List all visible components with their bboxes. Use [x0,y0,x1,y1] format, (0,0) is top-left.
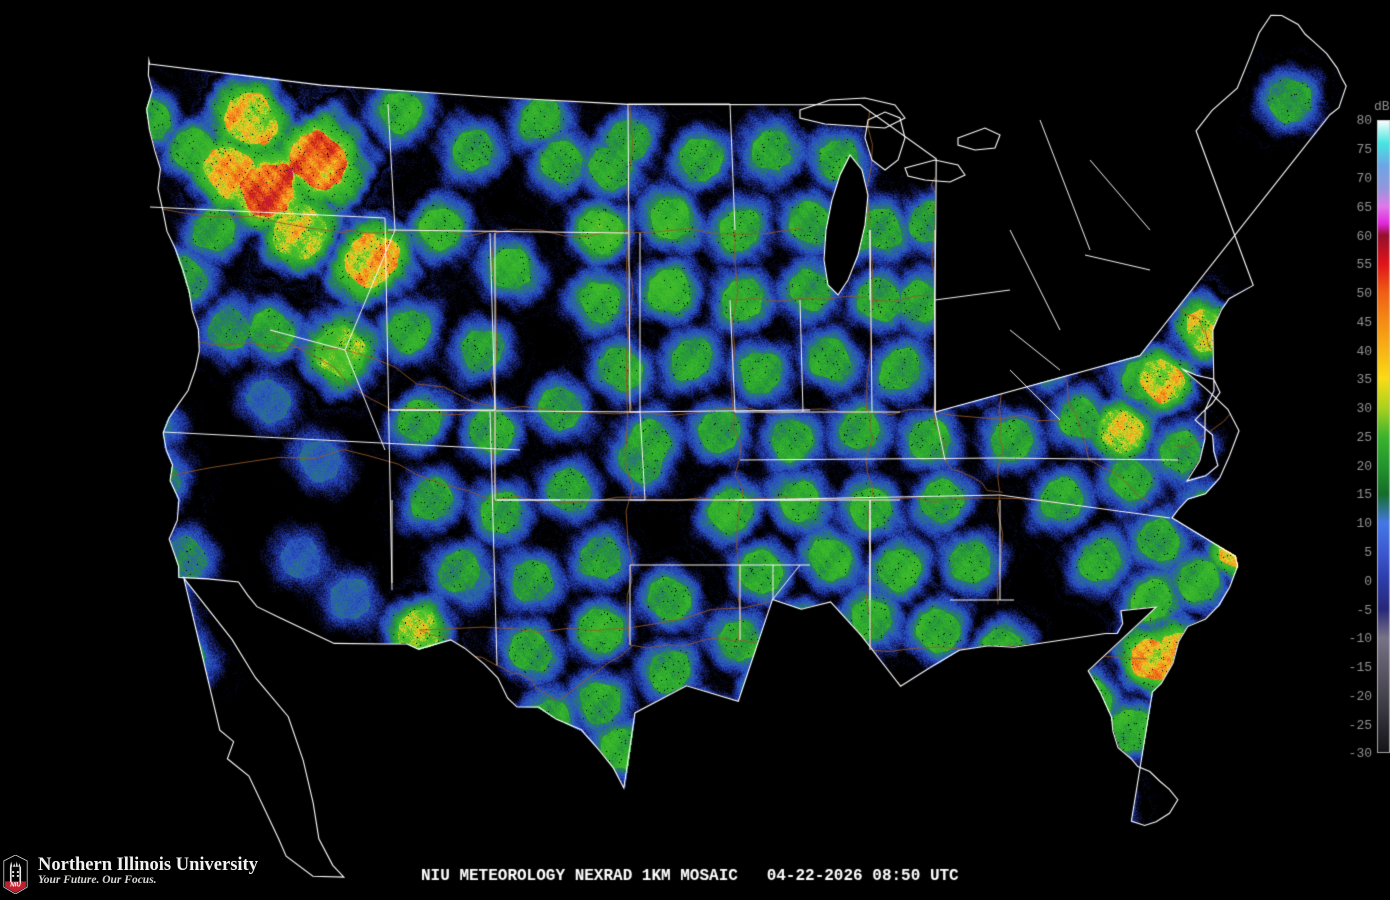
svg-text:NIU: NIU [10,881,21,888]
